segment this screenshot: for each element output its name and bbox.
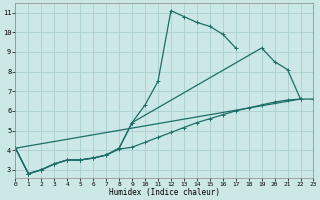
- X-axis label: Humidex (Indice chaleur): Humidex (Indice chaleur): [109, 188, 220, 197]
